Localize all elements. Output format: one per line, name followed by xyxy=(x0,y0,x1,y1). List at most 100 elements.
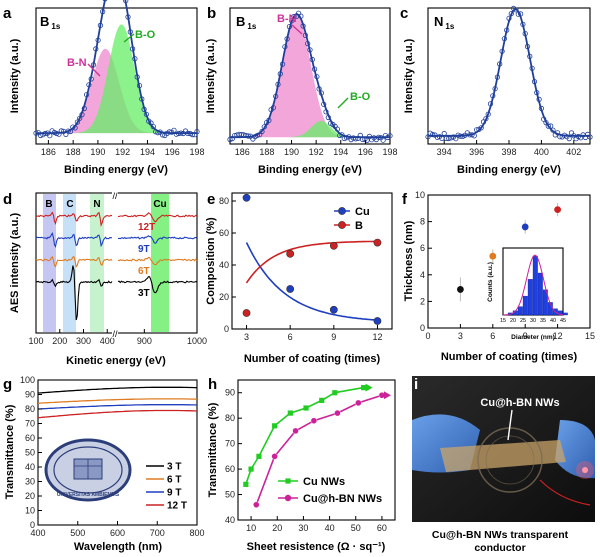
x-e-tick-label: 3 xyxy=(244,332,249,342)
panel-d: B C N Cu 12T 9T 6T 3T 100 200 300 400 900 1000 //… xyxy=(3,188,207,367)
transmittance-curve-6t xyxy=(37,398,198,404)
element-label-b: B 1s xyxy=(236,14,257,31)
data-point xyxy=(425,134,431,140)
y-g-ytick-label: 90 xyxy=(25,390,35,400)
data-point xyxy=(74,119,81,125)
ylabel-d: AES intensity (a.u.) xyxy=(9,213,21,314)
point-cu xyxy=(329,305,338,314)
thickness-point xyxy=(521,223,529,231)
x-g-tick-label: 400 xyxy=(30,528,45,538)
panel-f: 0 3 6 9 12 15 0 2 4 6 8 10 15 20 25 30 35 40 45 Diameter … xyxy=(402,190,595,363)
inset-histogram: 15 20 25 30 35 40 45 xyxy=(500,254,568,324)
y-f-ytick-label: 8 xyxy=(420,217,425,227)
x-h-tick-label: 40 xyxy=(325,523,335,533)
point-cu xyxy=(242,193,251,202)
thickness-point xyxy=(457,286,464,293)
axis-break-mark-top: // xyxy=(112,191,118,201)
y-h-ytick-label: 70 xyxy=(225,439,235,449)
point-cu-hbn-nws xyxy=(355,399,362,407)
x-f-tick-label: 12 xyxy=(553,331,563,341)
caption-line-1: Cu@h-BN NWs transparent xyxy=(432,529,569,541)
axis-break-top xyxy=(112,188,118,198)
y-e-ytick-label: 60 xyxy=(219,228,229,238)
aes-trace-12t xyxy=(35,211,113,228)
x-h-tick-label: 20 xyxy=(272,523,282,533)
legend-label-cu: Cu xyxy=(355,206,370,218)
inset-tick-label: 40 xyxy=(550,318,556,324)
aes-trace-3t xyxy=(117,276,198,294)
panel-b: 186 188 190 192 194 196 198 b B 1s B-N B-O Bind… xyxy=(205,5,398,176)
panel-label-d: d xyxy=(3,191,12,208)
legend-label-12t: 12 T xyxy=(167,501,187,512)
panel-c: 394 396 398 400 402 c N 1s Binding energy (eV… xyxy=(400,5,593,176)
x-e-tick-label: 12 xyxy=(372,332,382,342)
point-cu-hbn-nws xyxy=(334,409,341,417)
inset-tick-label: 35 xyxy=(540,318,546,324)
point-cu-hbn-nws xyxy=(271,453,278,460)
legend-label-3t: 3 T xyxy=(167,462,181,473)
x-d-tick-label: 400 xyxy=(100,336,115,346)
gaussian-fit xyxy=(502,254,564,316)
y-g-ytick-label: 80 xyxy=(25,404,35,414)
legend-h: Cu NWs Cu@h-BN NWs xyxy=(278,476,382,505)
aes-trace-6t xyxy=(35,255,113,268)
panel-g: 400 500 600 700 800 0 10 20 30 40 50 60 70 80 90 100 UN… xyxy=(3,375,205,553)
data-point xyxy=(259,128,265,135)
axis-break-mark-bottom: // xyxy=(112,329,118,339)
y-e-ytick-label: 0 xyxy=(224,324,229,334)
arrow-bo-b xyxy=(337,97,349,109)
plot-f-data: 0 3 6 9 12 15 0 2 4 6 8 10 xyxy=(415,190,595,341)
aes-trace-3t xyxy=(35,265,113,321)
panel-label-g: g xyxy=(3,376,12,393)
aes-trace-9t xyxy=(117,235,198,244)
y-h-ytick-label: 80 xyxy=(225,413,235,423)
x-a-tick-label: 196 xyxy=(165,147,180,157)
histogram-bar xyxy=(532,256,538,316)
point-b xyxy=(373,238,382,247)
histogram-bar xyxy=(562,312,568,316)
y-g-ytick-label: 10 xyxy=(25,506,35,516)
panel-i: Cu@h-BN NWs i Cu@h-BN NWs transparent co… xyxy=(412,376,595,554)
trace-label-6t: 6T xyxy=(138,266,150,277)
transmittance-curve-12t xyxy=(37,409,198,419)
band-b xyxy=(43,194,56,332)
x-b-tick-label: 196 xyxy=(358,147,373,157)
y-g-ytick-label: 100 xyxy=(20,375,35,385)
panel-label-i: i xyxy=(414,376,418,393)
x-b-tick-label: 186 xyxy=(235,147,250,157)
histogram-bar xyxy=(542,289,548,316)
curve-cu-hbn-nws xyxy=(255,394,383,505)
panel-label-a: a xyxy=(3,5,12,22)
band-n xyxy=(90,194,104,332)
thickness-point xyxy=(489,252,497,260)
x-d-tick-label: 900 xyxy=(137,336,152,346)
photo-arrow xyxy=(507,409,513,441)
x-c-tick-label: 394 xyxy=(437,147,452,157)
y-f-ytick-label: 0 xyxy=(420,323,425,333)
legend-marker-b xyxy=(338,221,346,229)
x-a-tick-label: 192 xyxy=(115,147,130,157)
y-e-ytick-label: 80 xyxy=(219,196,229,206)
panel-e: 3 6 9 12 0 20 40 60 80 Cu B e Number of coating (t… xyxy=(205,191,393,365)
xlabel-a: Binding energy (eV) xyxy=(64,164,168,176)
panel-label-b: b xyxy=(207,5,216,22)
point-b xyxy=(242,309,251,317)
annotation-bn-a: B-N xyxy=(67,57,87,69)
aes-trace-12t xyxy=(117,212,198,223)
x-a-tick-label: 188 xyxy=(66,147,81,157)
y-g-ytick-label: 60 xyxy=(25,433,35,443)
led xyxy=(582,467,588,473)
plot-e-data: 3 6 9 12 0 20 40 60 80 Cu B xyxy=(219,193,382,342)
data-point xyxy=(291,13,297,20)
band-cu xyxy=(151,194,169,332)
point-b xyxy=(329,241,338,250)
peak-fill-b-o xyxy=(230,120,390,138)
point-cu-hbn-nws xyxy=(253,501,260,508)
band-c xyxy=(63,194,76,332)
xlabel-g: Wavelength (nm) xyxy=(74,541,163,553)
legend-marker-cu-hbn-nws xyxy=(284,494,292,502)
element-label-c: N 1s xyxy=(434,14,455,31)
point-cu-hbn-nws xyxy=(310,417,318,424)
y-g-ytick-label: 20 xyxy=(25,491,35,501)
annotation-bn-b: B-N xyxy=(277,13,297,25)
